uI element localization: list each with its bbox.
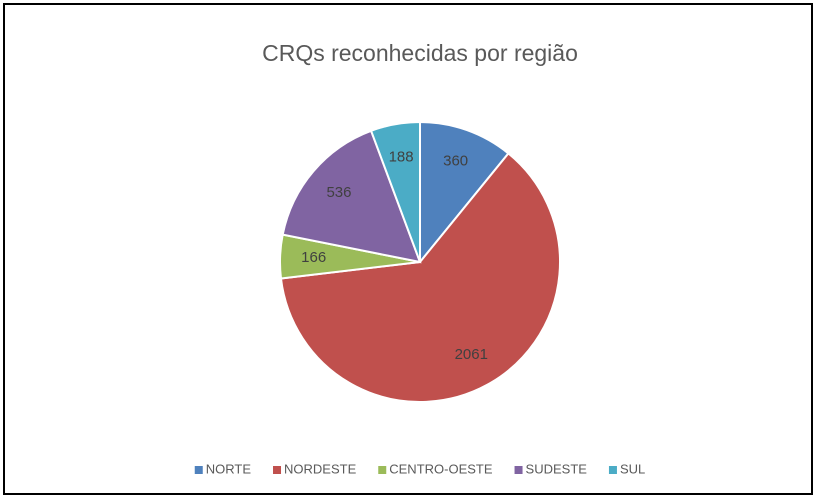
legend-label: NORDESTE <box>284 461 357 476</box>
legend-label: NORTE <box>206 461 252 476</box>
pie-slice <box>369 120 421 263</box>
legend-label: SUDESTE <box>526 461 588 476</box>
data-label: 360 <box>443 153 468 170</box>
data-label: 188 <box>389 148 414 165</box>
pie-slice <box>419 120 510 265</box>
pie-slice <box>279 152 561 403</box>
data-label: 2061 <box>455 346 488 363</box>
legend-swatch <box>608 466 617 474</box>
data-label: 166 <box>301 249 326 266</box>
legend-swatch <box>273 466 282 474</box>
legend-label: SUL <box>620 461 645 476</box>
chart-title: CRQs reconhecidas por região <box>262 40 578 66</box>
legend-label: CENTRO-OESTE <box>389 461 493 476</box>
data-label: 536 <box>326 184 351 201</box>
legend-swatch <box>194 466 203 474</box>
pie-slice <box>281 129 422 264</box>
legend-swatch <box>514 466 523 474</box>
legend-swatch <box>378 466 387 474</box>
